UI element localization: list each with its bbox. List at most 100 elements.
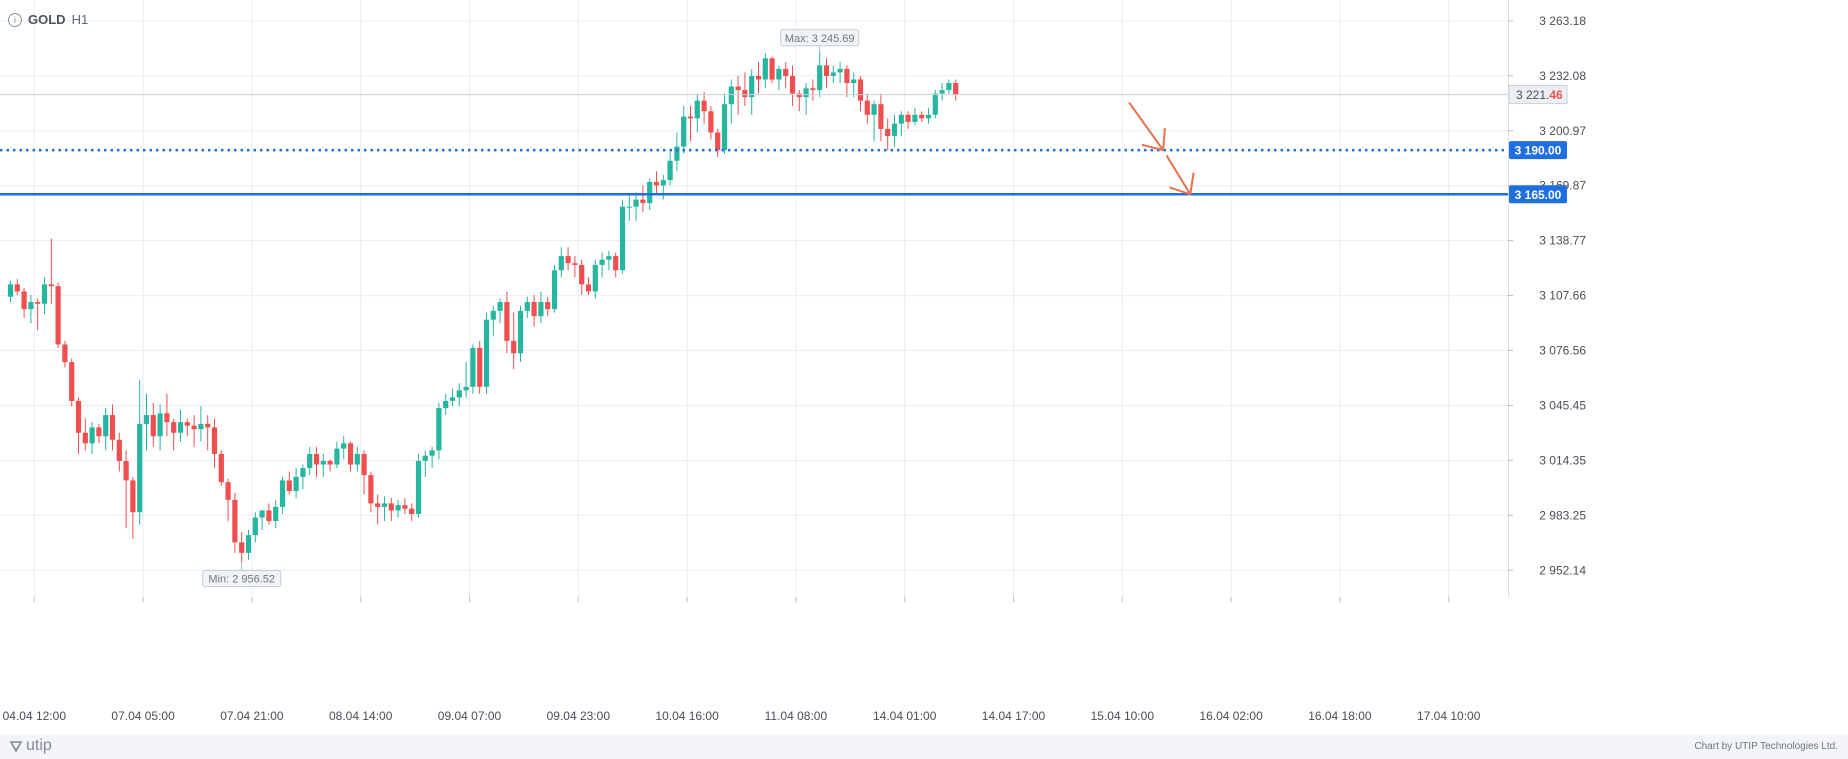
annotations: Max: 3 245.69 Min: 2 956.52 — [202, 29, 860, 588]
level-price-badge[interactable] — [1509, 141, 1567, 160]
candle-body — [701, 100, 707, 112]
candle-body — [517, 310, 524, 354]
candle — [354, 446, 360, 472]
candle-body — [681, 116, 687, 147]
candle — [293, 468, 299, 499]
candle-body — [572, 263, 578, 265]
candle-body — [708, 111, 714, 133]
candle — [517, 305, 524, 363]
candle — [783, 61, 789, 89]
candle — [375, 494, 381, 525]
candle-body — [422, 455, 428, 461]
candle — [171, 418, 177, 451]
candle-body — [626, 206, 632, 208]
candle — [470, 344, 476, 394]
x-tick-label: 07.04 21:00 — [220, 709, 284, 723]
candle — [592, 259, 598, 299]
candle — [694, 93, 700, 133]
candle — [409, 503, 415, 522]
candle-body — [640, 199, 646, 204]
candle-body — [55, 286, 61, 345]
candle — [606, 250, 612, 271]
candle — [851, 72, 857, 98]
candle-body — [803, 88, 809, 98]
candle-body — [545, 302, 551, 310]
level-price-badge[interactable] — [1509, 185, 1567, 204]
candle-body — [449, 397, 456, 401]
candle-body — [953, 83, 959, 95]
projection-arrows — [1128, 101, 1195, 196]
candle — [266, 503, 272, 525]
x-tick-label: 14.04 17:00 — [982, 709, 1046, 723]
candle-body — [109, 415, 116, 440]
candle — [69, 358, 75, 407]
candle — [35, 298, 41, 331]
price-chart[interactable]: 04.04 12:00 07.04 05:00 07.04 21:00 08.04 1… — [0, 0, 1848, 735]
candle — [198, 406, 204, 442]
candle — [184, 418, 190, 437]
candle — [585, 277, 592, 295]
candle-body — [851, 79, 857, 84]
candle-body — [694, 100, 700, 119]
candle-body — [667, 160, 673, 181]
candle — [82, 418, 88, 451]
annotation-badge — [202, 570, 282, 588]
candle — [415, 453, 422, 518]
candle — [919, 111, 925, 122]
candle-body — [388, 503, 394, 511]
candle-body — [878, 104, 884, 129]
candle — [721, 93, 728, 154]
candle-body — [477, 347, 483, 387]
candle — [320, 453, 326, 477]
candle-body — [606, 256, 612, 260]
x-tick-label: 14.04 01:00 — [873, 709, 937, 723]
candle — [477, 340, 483, 394]
candle — [701, 91, 707, 124]
candle-body — [742, 90, 748, 98]
candle — [905, 111, 911, 129]
candle — [123, 450, 129, 529]
candle — [898, 111, 904, 137]
candle — [715, 128, 721, 158]
candle — [388, 498, 394, 522]
candle-body — [279, 480, 286, 507]
price-levels[interactable]: 3 190.00 3 165.00 — [0, 141, 1567, 204]
candle-body — [409, 508, 415, 514]
candle-body — [252, 517, 258, 536]
candle — [157, 404, 163, 451]
y-tick-label: 3 076.56 — [1539, 343, 1586, 357]
candle — [7, 280, 14, 303]
candle — [871, 100, 877, 142]
candle-body — [470, 347, 476, 387]
candle-body — [239, 542, 245, 553]
candle — [361, 450, 367, 495]
candle-body — [171, 422, 177, 433]
candle — [422, 450, 428, 477]
candle — [579, 259, 585, 295]
candle — [103, 408, 109, 451]
candle — [878, 93, 884, 142]
brand[interactable]: utip — [10, 737, 52, 755]
candle-body — [232, 499, 238, 543]
candle-body — [633, 199, 639, 207]
candle-body — [728, 86, 734, 105]
candle-body — [82, 432, 88, 444]
brand-name: utip — [26, 737, 52, 754]
candle-body — [551, 270, 558, 310]
timeframe-label[interactable]: H1 — [71, 12, 89, 27]
candle-body — [919, 114, 925, 119]
footer-bar: utip Chart by UTIP Technologies Ltd. — [0, 735, 1848, 759]
candle — [463, 362, 469, 398]
candle — [211, 418, 218, 469]
info-icon[interactable]: i — [8, 12, 22, 27]
candle — [551, 264, 558, 313]
candle-body — [613, 256, 619, 271]
candle-body — [347, 443, 354, 465]
candle — [565, 247, 571, 271]
candle — [633, 192, 639, 221]
candle-body — [341, 443, 347, 449]
candle — [116, 432, 122, 472]
candle-body — [273, 506, 279, 522]
candle-body — [96, 427, 102, 437]
candle-body — [7, 284, 14, 297]
